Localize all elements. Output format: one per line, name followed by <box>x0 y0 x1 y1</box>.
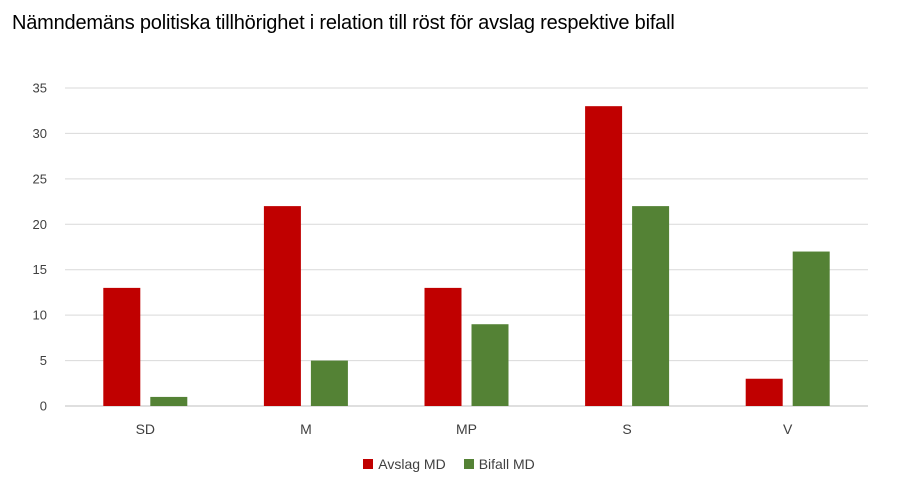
bars <box>103 106 830 407</box>
legend: Avslag MD Bifall MD <box>0 456 898 472</box>
bar-sd-bifall <box>150 396 188 406</box>
legend-label-avslag: Avslag MD <box>378 456 446 472</box>
x-category-label: SD <box>136 421 155 437</box>
y-tick-label: 0 <box>40 399 47 414</box>
legend-item-bifall: Bifall MD <box>463 456 535 472</box>
y-tick-label: 5 <box>40 353 47 368</box>
x-category-label: V <box>783 421 793 437</box>
y-axis-ticks: 0 5 10 15 20 25 30 35 <box>33 81 47 414</box>
legend-swatch-avslag <box>363 459 374 469</box>
x-category-label: M <box>300 421 312 437</box>
gridlines <box>65 87 868 407</box>
legend-label-bifall: Bifall MD <box>478 456 535 472</box>
y-tick-label: 25 <box>33 171 47 186</box>
bar-mp-bifall <box>471 324 509 406</box>
y-tick-label: 15 <box>33 262 47 277</box>
bar-mp-avslag <box>424 287 462 406</box>
bar-m-bifall <box>310 360 348 406</box>
y-tick-label: 30 <box>33 126 47 141</box>
x-axis-categories: SD M MP S V <box>136 421 793 437</box>
bar-s-bifall <box>632 206 670 406</box>
chart-title: Nämndemäns politiska tillhörighet i rela… <box>12 12 675 34</box>
bar-v-bifall <box>792 251 830 406</box>
bar-s-avslag <box>585 106 623 407</box>
legend-item-avslag: Avslag MD <box>363 456 446 472</box>
bar-sd-avslag <box>103 287 141 406</box>
y-tick-label: 20 <box>33 217 47 232</box>
legend-swatch-bifall <box>463 459 474 469</box>
bar-v-avslag <box>745 378 783 406</box>
y-tick-label: 35 <box>33 81 47 96</box>
x-category-label: MP <box>456 421 477 437</box>
bar-m-avslag <box>263 206 301 406</box>
x-category-label: S <box>622 421 631 437</box>
y-tick-label: 10 <box>33 308 47 323</box>
